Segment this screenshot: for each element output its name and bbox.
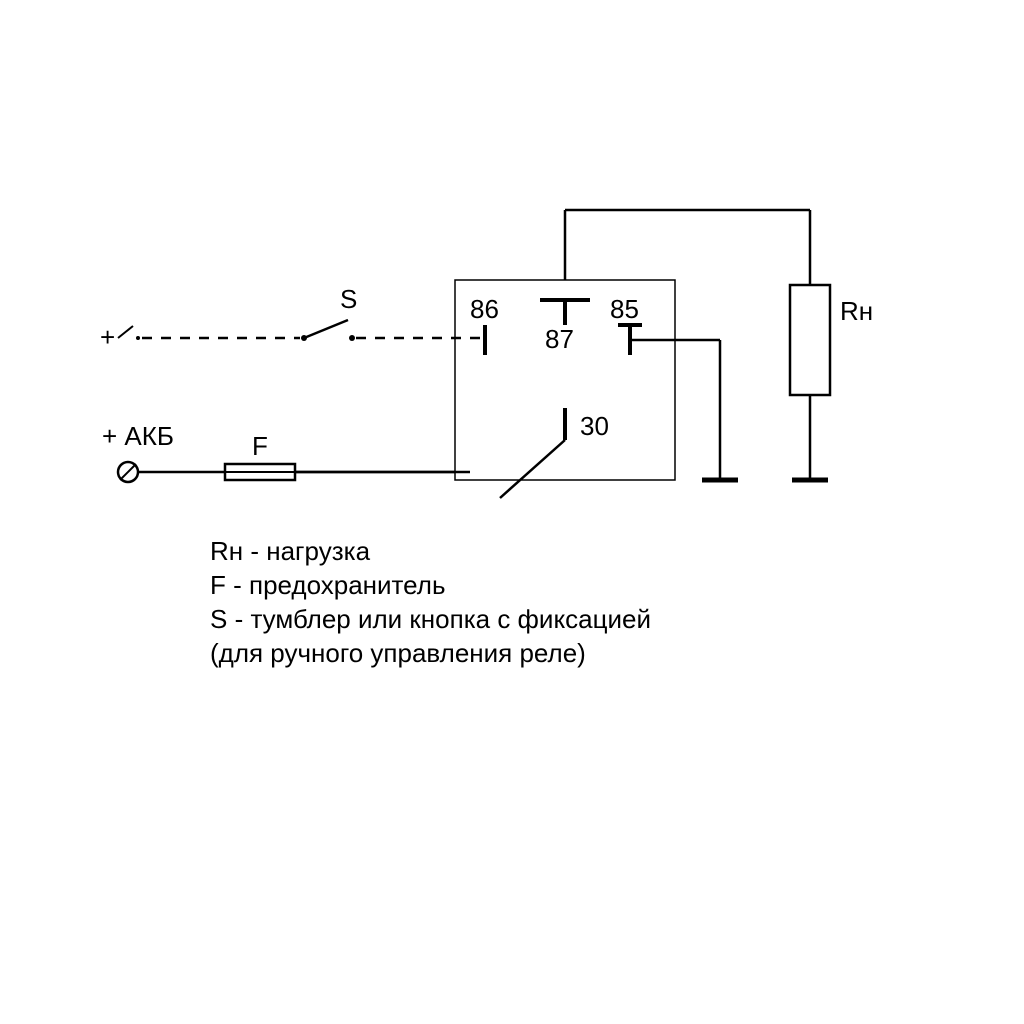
pin-85-label: 85	[610, 294, 639, 324]
switch-label: S	[340, 284, 357, 314]
legend-line-3: S - тумблер или кнопка с фиксацией	[210, 604, 651, 634]
load-label: Rн	[840, 296, 873, 326]
battery-label: + АКБ	[102, 421, 174, 451]
pin-86-label: 86	[470, 294, 499, 324]
switch-plus: +	[100, 322, 115, 352]
fuse-label: F	[252, 431, 268, 461]
switch-node-right	[349, 335, 355, 341]
pin-87-label: 87	[545, 324, 574, 354]
pin-30-label: 30	[580, 411, 609, 441]
load-resistor	[790, 285, 830, 395]
battery-terminal-slash	[120, 464, 136, 480]
legend-line-2: F - предохранитель	[210, 570, 446, 600]
switch-src-arm	[118, 326, 133, 338]
legend-line-4: (для ручного управления реле)	[210, 638, 586, 668]
relay-contact-arm	[500, 440, 565, 498]
relay-circuit-diagram: 86 87 85 30 Rн + S + АКБ F	[0, 0, 1024, 1024]
switch-src-dot	[136, 336, 140, 340]
legend-line-1: Rн - нагрузка	[210, 536, 371, 566]
switch-arm	[304, 320, 348, 338]
